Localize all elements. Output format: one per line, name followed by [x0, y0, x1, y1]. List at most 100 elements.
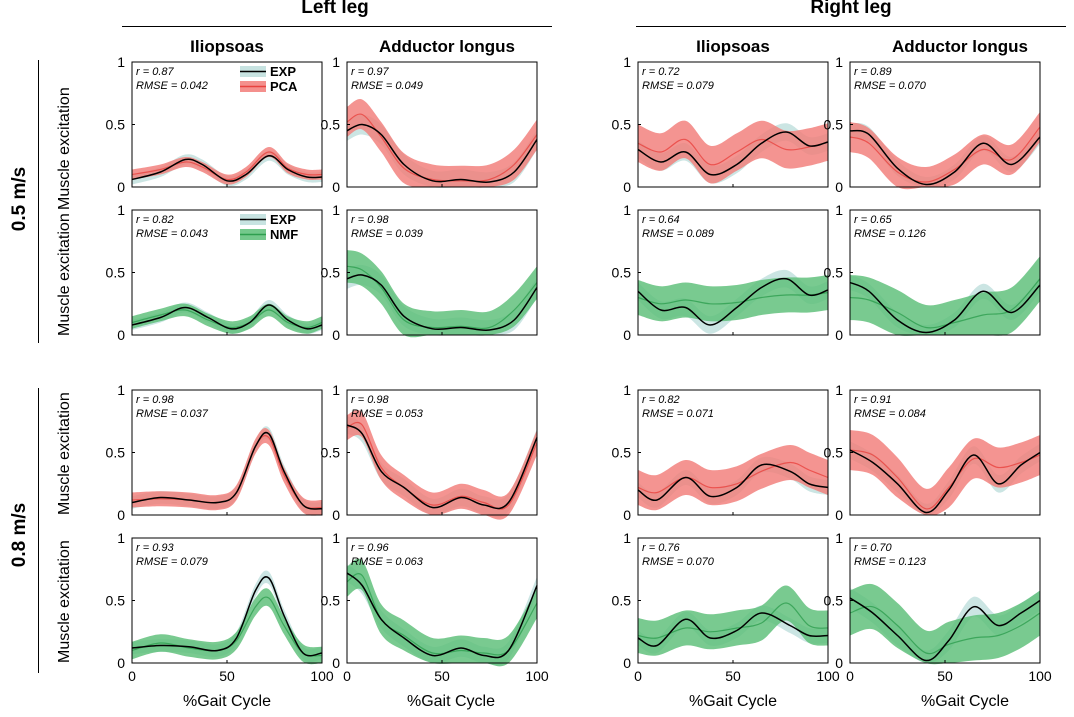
legend-exp-label: EXP — [270, 212, 296, 227]
legend-exp-label: EXP — [270, 64, 296, 79]
y-tick-label: 0 — [623, 327, 631, 343]
col-title-left-adductor: Adductor longus — [379, 37, 515, 56]
y-tick-label: 0.5 — [321, 445, 341, 461]
panel-05-nmf-L-add: 0 0.5 1 r = 0.98 RMSE = 0.039 — [321, 202, 538, 343]
y-tick-label: 0 — [332, 655, 340, 671]
y-tick-label: 1 — [623, 382, 631, 398]
rmse-label: RMSE = 0.037 — [136, 408, 209, 420]
y-tick-label: 0.5 — [824, 117, 844, 133]
speed-label-08: 0.8 m/s — [9, 502, 30, 568]
y-tick-label: 1 — [623, 530, 631, 546]
right-leg-rule — [636, 26, 1066, 27]
y-axis-label-row-3: Muscle excitation — [56, 392, 73, 515]
y-tick-label: 1 — [117, 530, 125, 546]
nmf-sd-band — [132, 588, 322, 665]
rmse-label: RMSE = 0.039 — [351, 228, 423, 240]
exp-mean-line — [849, 281, 1041, 334]
nmf-mean-line — [346, 265, 538, 330]
panel-plot: 0 0.5 1 r = 0.72 RMSE = 0.079 — [612, 54, 829, 195]
x-tick-label: 0 — [128, 668, 136, 684]
rmse-label: RMSE = 0.070 — [642, 556, 715, 568]
pca-sd-band — [132, 428, 322, 516]
y-tick-label: 1 — [117, 202, 125, 218]
rmse-label: RMSE = 0.071 — [642, 408, 714, 420]
x-axis-label-col-3: %Gait Cycle — [688, 693, 778, 710]
y-tick-label: 0 — [332, 507, 340, 523]
y-tick-label: 0.5 — [106, 117, 126, 133]
x-tick-label: 50 — [937, 668, 953, 684]
nmf-sd-band — [347, 558, 537, 667]
y-tick-label: 0 — [835, 655, 843, 671]
y-tick-label: 0.5 — [106, 445, 126, 461]
rmse-label: RMSE = 0.049 — [351, 80, 423, 92]
rmse-label: RMSE = 0.063 — [351, 556, 424, 568]
nmf-sd-band — [850, 256, 1040, 336]
left-leg-rule — [122, 26, 552, 27]
x-tick-label: 100 — [310, 668, 334, 684]
legend-model-label: NMF — [270, 227, 298, 242]
x-tick-label: 100 — [525, 668, 549, 684]
rmse-label: RMSE = 0.079 — [642, 80, 714, 92]
pca-sd-band — [132, 146, 322, 185]
panel-08-pca-R-ilio: 0 0.5 1 r = 0.82 RMSE = 0.071 — [612, 382, 829, 523]
x-axis-label-col-2: %Gait Cycle — [406, 693, 496, 710]
x-tick-label: 0 — [634, 668, 642, 684]
panel-05-nmf-L-ilio: 0 0.5 1 r = 0.82 RMSE = 0.043 EXP NMF — [106, 202, 323, 343]
panel-08-pca-L-ilio: 0 0.5 1 r = 0.98 RMSE = 0.037 — [106, 382, 323, 523]
y-tick-label: 1 — [332, 202, 340, 218]
x-axis-label-col-4: %Gait Cycle — [920, 693, 1010, 710]
exp-mean-line — [131, 576, 323, 657]
y-tick-label: 0.5 — [824, 265, 844, 281]
panel-05-pca-L-add: 0 0.5 1 r = 0.97 RMSE = 0.049 — [321, 54, 538, 195]
y-tick-label: 0 — [117, 655, 125, 671]
rmse-label: RMSE = 0.053 — [351, 408, 424, 420]
y-tick-label: 1 — [332, 382, 340, 398]
panel-plot: 0 0.5 1 r = 0.82 RMSE = 0.071 — [612, 382, 829, 523]
pca-sd-band — [347, 99, 537, 188]
panel-08-nmf-L-add: 0 0.5 1 0 50 100 r = 0.96 RMSE = 0.063 — [321, 530, 549, 684]
y-tick-label: 0.5 — [612, 265, 632, 281]
nmf-mean-line — [131, 596, 323, 657]
nmf-mean-line — [346, 573, 538, 656]
r-value-label: r = 0.72 — [642, 66, 680, 78]
panel-05-nmf-R-ilio: 0 0.5 1 r = 0.64 RMSE = 0.089 — [612, 202, 829, 343]
col-title-left-iliopsoas: Iliopsoas — [190, 37, 264, 56]
pca-mean-line — [637, 138, 829, 166]
r-value-label: r = 0.76 — [642, 542, 680, 554]
y-tick-label: 0.5 — [612, 593, 632, 609]
panel-plot: 0 0.5 1 r = 0.89 RMSE = 0.070 — [824, 54, 1041, 195]
panel-plot: 0 0.5 1 r = 0.98 RMSE = 0.039 — [321, 202, 538, 343]
panel-08-pca-L-add: 0 0.5 1 r = 0.98 RMSE = 0.053 — [321, 382, 538, 523]
nmf-sd-band — [347, 250, 537, 338]
y-tick-label: 0 — [623, 179, 631, 195]
speed-rule-05 — [38, 60, 39, 343]
pca-sd-band — [850, 112, 1040, 190]
y-tick-label: 1 — [835, 54, 843, 70]
r-value-label: r = 0.89 — [854, 66, 892, 78]
panel-08-nmf-R-add: 0 0.5 1 0 50 100 r = 0.70 RMSE = 0.123 — [824, 530, 1052, 684]
panel-plot: 0 0.5 1 r = 0.98 RMSE = 0.037 — [106, 382, 323, 523]
y-tick-label: 1 — [623, 54, 631, 70]
panel-08-pca-R-add: 0 0.5 1 r = 0.91 RMSE = 0.084 — [824, 382, 1041, 523]
panel-05-pca-L-ilio: 0 0.5 1 r = 0.87 RMSE = 0.042 EXP PCA — [106, 54, 323, 195]
panel-05-pca-R-add: 0 0.5 1 r = 0.89 RMSE = 0.070 — [824, 54, 1041, 195]
nmf-mean-line — [849, 278, 1041, 329]
r-value-label: r = 0.93 — [136, 542, 174, 554]
rmse-label: RMSE = 0.084 — [854, 408, 926, 420]
y-tick-label: 0 — [117, 179, 125, 195]
r-value-label: r = 0.64 — [642, 214, 680, 226]
r-value-label: r = 0.98 — [351, 394, 389, 406]
rmse-label: RMSE = 0.079 — [136, 556, 208, 568]
y-tick-label: 0 — [117, 507, 125, 523]
x-tick-label: 50 — [219, 668, 235, 684]
nmf-sd-band — [638, 275, 828, 322]
y-tick-label: 1 — [835, 530, 843, 546]
x-tick-label: 100 — [1028, 668, 1052, 684]
x-tick-label: 0 — [343, 668, 351, 684]
exp-mean-line — [637, 612, 829, 647]
panel-plot: 0 0.5 1 r = 0.97 RMSE = 0.049 — [321, 54, 538, 195]
x-tick-label: 100 — [816, 668, 840, 684]
